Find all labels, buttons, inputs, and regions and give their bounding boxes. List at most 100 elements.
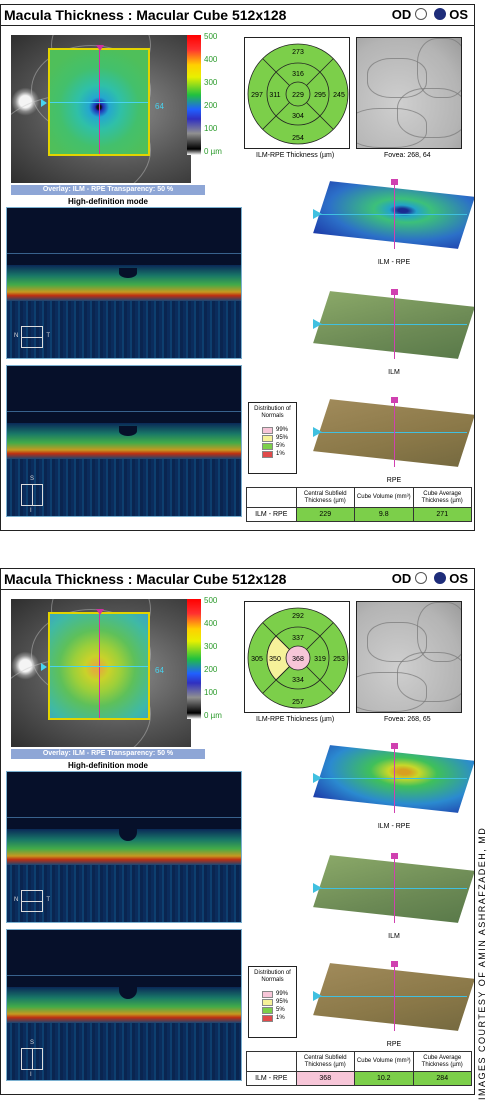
thickness-table: Central Subfield Thickness (µm) Cube Volu… [246,487,472,522]
distribution-legend: Distribution of Normals 99% 95% 5% 1% [248,402,297,474]
sector-value-outer-right: 245 [333,92,345,99]
table-row: ILM - RPE 368 10.2 284 [246,1071,472,1086]
etdrs-grid: 273 316 297 311 229 295 245 304 254 [244,37,350,149]
os-label: OS [449,571,468,586]
scale-tick-label: 100 [204,688,218,697]
scale-tick-label: 300 [204,78,218,87]
od-label: OD [391,571,412,586]
sector-value-inner-right: 295 [314,92,326,99]
scan-marker-handle[interactable] [391,961,398,967]
foveal-pit [119,426,138,436]
legend-swatch [262,443,273,450]
table-header-cell: Cube Volume (mm³) [354,487,414,508]
table-value-cell: 368 [295,1071,355,1086]
overlay-settings[interactable]: Overlay: ILM - RPE Transparency: 50 % [11,185,205,195]
foveal-pit [119,268,138,278]
scale-tick-label: 0 µm [204,711,222,720]
scale-tick-label: 400 [204,55,218,64]
surface-3d-ilm-rpe[interactable] [309,743,474,815]
scan-marker-handle[interactable] [391,853,398,859]
cyan-arrow-icon [313,773,322,783]
cyan-arrow-icon [313,319,322,329]
thickness-color-scale [187,599,201,719]
os-label: OS [449,7,468,22]
table-value-cell: 284 [412,1071,472,1086]
os-radio[interactable] [434,8,447,20]
legend-label: 5% [276,1007,285,1013]
report-panel: Macula Thickness : Macular Cube 512x128 O… [0,568,475,1095]
retinal-vessel [417,38,461,98]
od-radio[interactable] [415,8,428,20]
legend-swatch [262,1007,273,1014]
etdrs-caption: ILM-RPE Thickness (µm) [256,152,335,159]
legend-label: 99% [276,427,289,433]
surface-3d-rpe[interactable] [309,961,474,1033]
scan-marker-handle[interactable] [391,179,398,185]
surface-3d-ilm[interactable] [309,289,474,361]
sector-value-outer-top: 273 [292,49,304,56]
table-header-cell: Cube Average Thickness (µm) [412,1051,472,1072]
summary-table: Central Subfield Thickness (µm) Cube Volu… [246,487,472,525]
scan-line [317,324,467,325]
overlay-settings[interactable]: Overlay: ILM - RPE Transparency: 50 % [11,749,205,759]
report-title: Macula Thickness : Macular Cube 512x128 [4,7,287,23]
table-header-cell [246,1051,297,1072]
table-value-cell: 9.8 [354,507,414,522]
table-header-cell: Central Subfield Thickness (µm) [295,1051,355,1072]
legend-swatch [262,991,273,998]
table-header-row: Central Subfield Thickness (µm) Cube Volu… [246,1051,472,1072]
legend-swatch [262,427,273,434]
surface-3d-rpe[interactable] [309,397,474,469]
thickness-color-scale [187,35,201,155]
orient-label-top: S [30,1040,35,1046]
scan-marker-handle[interactable] [391,289,398,295]
choroid-layer [7,1023,241,1080]
fovea-caption: Fovea: 268, 64 [384,152,431,159]
orientation-axis [22,901,42,902]
orient-label-bottom: I [30,1072,32,1078]
etdrs-chart: 273 316 297 311 229 295 245 304 254 [247,43,349,145]
od-radio[interactable] [415,572,428,584]
surface-label: ILM - RPE [377,823,411,830]
summary-table: Central Subfield Thickness (µm) Cube Volu… [246,1051,472,1089]
legend-label: 95% [276,999,289,1005]
scan-marker [394,181,395,249]
retinal-vessel [357,108,427,148]
top-arrow-icon [96,609,104,615]
central-subfield [285,645,311,671]
orient-label-left: N [14,897,19,903]
fovea-image [356,37,462,149]
surface-3d-ilm[interactable] [309,853,474,925]
fundus-image: 64 [11,599,191,747]
scan-marker [394,963,395,1031]
legend-label: 99% [276,991,289,997]
thickness-map-overlay[interactable] [48,612,150,720]
surface-label: ILM [388,933,400,940]
thickness-map-overlay[interactable] [48,48,150,156]
scan-marker-handle[interactable] [391,743,398,749]
os-radio[interactable] [434,572,447,584]
left-arrow-icon [41,99,47,107]
surface-label: RPE [386,1041,402,1048]
scan-marker [394,855,395,923]
legend-label: 5% [276,443,285,449]
orient-label-top: S [30,476,35,482]
sector-value-inner-top: 316 [292,71,304,78]
foveal-pit [119,981,138,999]
scale-tick-label: 200 [204,101,218,110]
sector-value-inner-right: 319 [314,656,326,663]
eye-selector: OD OS [392,571,468,586]
sector-value-inner-bottom: 334 [292,677,304,684]
row-label: ILM - RPE [246,507,297,522]
foveal-pit [119,823,138,841]
scan-marker-handle[interactable] [391,397,398,403]
cyan-arrow-icon [313,209,322,219]
surface-3d-ilm-rpe[interactable] [309,179,474,251]
